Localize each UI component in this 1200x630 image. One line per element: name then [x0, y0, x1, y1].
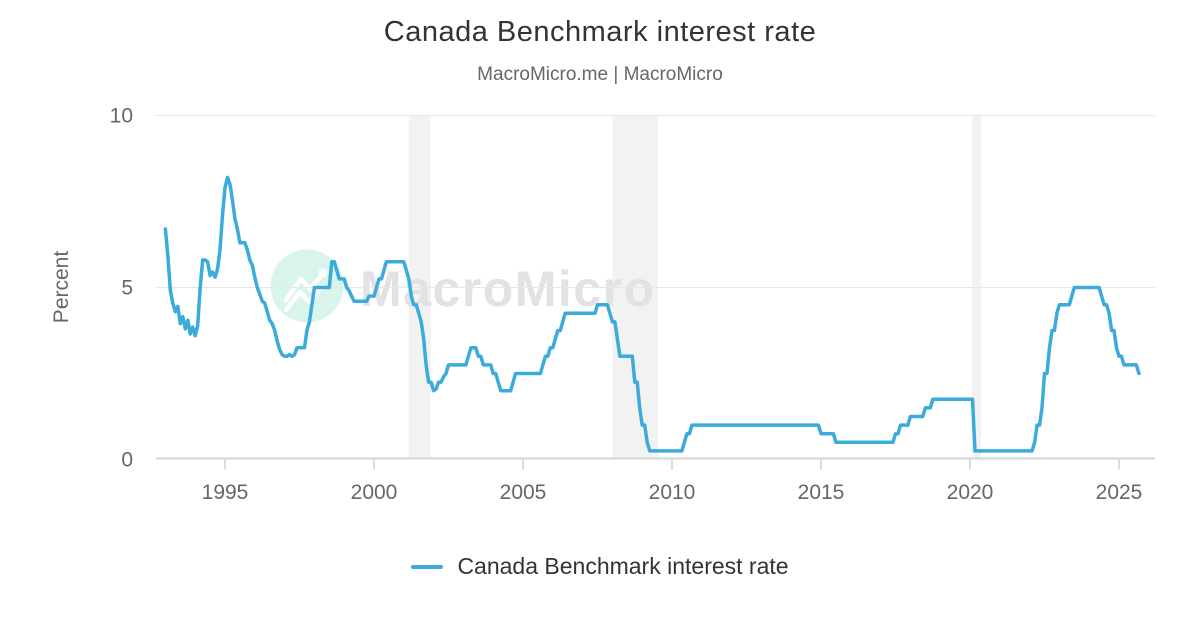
x-tick-label: 2020 [947, 481, 994, 504]
legend-line-swatch [411, 564, 444, 569]
x-tick-label: 2025 [1096, 481, 1143, 504]
x-tick-label: 2000 [351, 481, 398, 504]
chart-subtitle: MacroMicro.me | MacroMicro [477, 64, 723, 85]
rate-line [163, 175, 1141, 453]
sun-dot-icon [318, 268, 328, 278]
x-tick-label: 2015 [798, 481, 845, 504]
y-tick-label: 5 [121, 277, 133, 300]
legend-label: Canada Benchmark interest rate [457, 553, 789, 579]
chart-title: Canada Benchmark interest rate [383, 16, 817, 48]
y-tick-label: 10 [110, 105, 133, 128]
y-tick-label: 0 [121, 449, 133, 472]
mountain-icon [283, 273, 324, 303]
legend-item[interactable]: Canada Benchmark interest rate [0, 553, 1200, 580]
y-axis-title: Percent [50, 251, 73, 324]
x-tick-label: 1995 [202, 481, 249, 504]
mountain-icon [283, 284, 325, 313]
x-tick-label: 2010 [649, 481, 696, 504]
x-tick-label: 2005 [500, 481, 547, 504]
